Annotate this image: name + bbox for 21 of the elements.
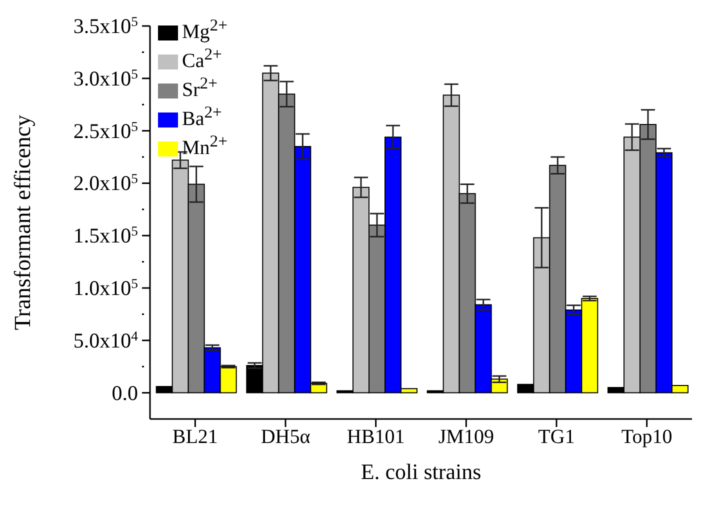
x-tick-label: TG1	[538, 426, 575, 448]
y-tick-label: 1.0x10$^{5}$	[73, 276, 138, 300]
y-tick-label: 2.0x10$^{5}$	[73, 170, 138, 196]
x-tick-label: HB101	[346, 426, 405, 448]
x-tick-label: JM109	[438, 426, 494, 448]
legend-label: Ca$^{2+}$	[182, 44, 222, 72]
y-tick-label: 3.5x10$^{5}$	[73, 14, 138, 38]
x-axis-title: E. coli strains	[360, 459, 482, 484]
legend-label: Ba$^{2+}$	[182, 102, 222, 130]
legend-label: Mg$^{2+}$	[182, 15, 228, 43]
x-tick-label: Top10	[621, 426, 672, 448]
x-tick-label: DH5α	[260, 426, 311, 448]
y-tick-label: 0.0	[112, 380, 138, 405]
y-tick-label: 3.0x10$^{5}$	[73, 66, 138, 90]
y-tick-label: 5.0x10$^{4}$	[73, 328, 138, 352]
y-tick-label: 2.5x10$^{5}$	[73, 118, 138, 143]
legend-label: Sr$^{2+}$	[182, 73, 218, 101]
legend-label: Mn$^{2+}$	[182, 131, 228, 159]
y-tick-label: 1.5x10$^{5}$	[73, 223, 138, 248]
y-axis-title: Transformant efficency	[10, 114, 36, 330]
x-tick-label: BL21	[172, 426, 218, 448]
